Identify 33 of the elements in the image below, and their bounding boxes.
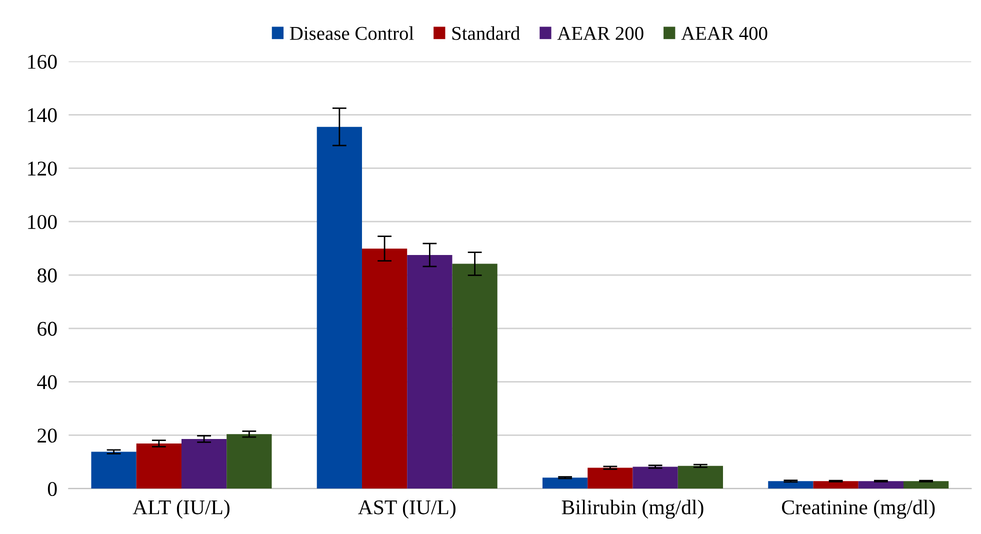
x-tick-label: AST (IU/L) [358,500,456,519]
legend-label: Standard [452,26,520,40]
legend-label: AEAR 400 [681,26,768,40]
y-tick-label: 140 [28,108,57,122]
x-tick-label: ALT (IU/L) [132,500,230,519]
bar [181,438,227,489]
bar [678,466,723,489]
bar [452,264,498,489]
bar [813,481,858,489]
bar [768,481,814,489]
x-tick-label: Creatinine (mg/dl) [782,500,935,519]
bar [407,254,452,489]
y-tick-label: 160 [28,54,57,69]
y-tick-label: 0 [48,482,57,496]
legend-label: AEAR 200 [557,26,644,40]
legend-label: Disease Control [290,26,414,40]
bar [362,248,408,489]
bar [858,481,904,489]
y-tick-label: 120 [28,162,57,176]
bar [91,452,136,489]
bar [904,481,949,489]
y-tick-label: 40 [37,375,57,390]
bar [316,126,362,489]
bar [226,434,272,489]
y-tick-label: 20 [38,428,57,443]
y-tick-label: 100 [28,214,57,230]
bar [632,466,678,489]
bar [588,468,633,489]
bar [136,443,182,489]
y-tick-label: 60 [38,322,57,336]
y-tick-label: 80 [38,268,57,282]
bar [542,478,588,489]
x-tick-label: Bilirubin (mg/dl) [562,500,704,519]
